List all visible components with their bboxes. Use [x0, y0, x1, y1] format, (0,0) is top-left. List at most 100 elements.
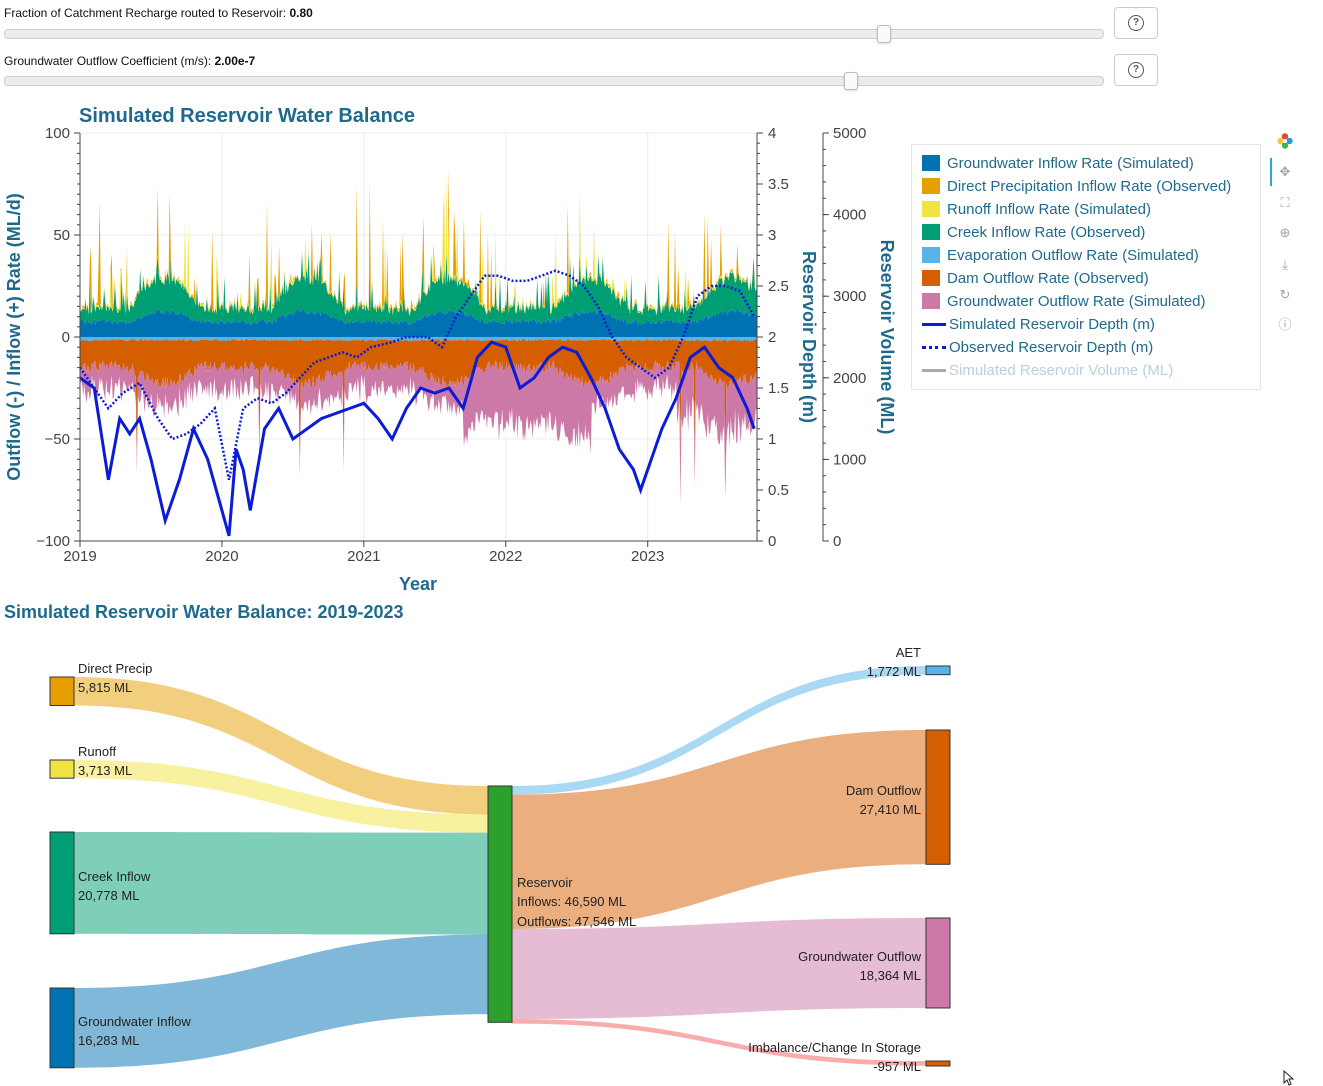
help-icon[interactable]: ⓘ: [1278, 317, 1292, 332]
sankey-target-name: AET: [896, 645, 921, 660]
legend-line-swatch: [922, 322, 946, 326]
sankey-target-value: -957 ML: [873, 1059, 921, 1074]
legend-item[interactable]: Simulated Reservoir Depth (m): [922, 314, 1155, 334]
x-tick-label: 2019: [63, 548, 96, 565]
sankey-source-node[interactable]: [49, 759, 75, 779]
y-tick-label-volume: 5000: [833, 125, 866, 142]
x-axis-label: Year: [399, 574, 437, 594]
legend-label: Groundwater Inflow Rate (Simulated): [947, 154, 1194, 172]
y-tick-label-depth: 1: [768, 431, 776, 448]
x-tick-label: 2022: [489, 548, 522, 565]
y-tick-label-depth: 2: [768, 329, 776, 346]
sankey-reservoir-name: Reservoir: [517, 875, 573, 890]
sankey-reservoir-outflows: Outflows: 47,546 ML: [517, 914, 636, 929]
legend-item[interactable]: Creek Inflow Rate (Observed): [922, 222, 1145, 242]
legend-label: Creek Inflow Rate (Observed): [947, 223, 1146, 241]
sankey-target-node[interactable]: [925, 729, 951, 865]
y-tick-label-depth: 0.5: [768, 482, 789, 499]
area-creek-inflow: [80, 250, 757, 325]
gw-outflow-coefficient-slider[interactable]: [4, 72, 1104, 90]
sankey-source-name: Creek Inflow: [78, 869, 151, 884]
legend-label: Observed Reservoir Depth (m): [949, 338, 1154, 356]
sankey-target-name: Groundwater Outflow: [798, 949, 921, 964]
sankey-title: Simulated Reservoir Water Balance: 2019-…: [4, 602, 404, 622]
active-tool-indicator: [1270, 158, 1272, 186]
recharge-fraction-help-button[interactable]: ?: [1114, 7, 1158, 39]
recharge-fraction-slider-handle[interactable]: [877, 25, 892, 43]
gw-outflow-coefficient-label-text: Groundwater Outflow Coefficient (m/s):: [4, 54, 212, 68]
y-tick-label-depth: 3.5: [768, 176, 789, 193]
y-tick-label-volume: 0: [833, 533, 841, 550]
sankey-source-node[interactable]: [49, 987, 75, 1069]
sankey-reservoir-inflows: Inflows: 46,590 ML: [517, 894, 626, 909]
chart-legend: Groundwater Inflow Rate (Simulated) Direc…: [911, 144, 1261, 390]
legend-item[interactable]: Runoff Inflow Rate (Simulated): [922, 199, 1151, 219]
legend-swatch: [922, 247, 940, 263]
wheel-zoom-icon[interactable]: ⊕: [1279, 225, 1291, 240]
sankey-target-value: 27,410 ML: [860, 802, 921, 817]
sankey-source-value: 3,713 ML: [78, 763, 132, 778]
legend-item[interactable]: Direct Precipitation Inflow Rate (Observ…: [922, 176, 1231, 196]
y-tick-label-depth: 1.5: [768, 380, 789, 397]
gw-outflow-coefficient-label: Groundwater Outflow Coefficient (m/s): 2…: [4, 54, 1104, 68]
bokeh-logo-icon[interactable]: [1276, 132, 1294, 150]
y-tick-label-left: 0: [62, 329, 70, 346]
sankey-source-value: 5,815 ML: [78, 680, 132, 695]
sankey-reservoir-node[interactable]: [487, 785, 513, 1023]
question-circle-icon: ?: [1128, 62, 1144, 78]
water-balance-chart[interactable]: Simulated Reservoir Water Balance 2019 20…: [0, 96, 905, 601]
sankey-source-node[interactable]: [49, 676, 75, 706]
y-tick-label-volume: 1000: [833, 451, 866, 468]
legend-item[interactable]: Dam Outflow Rate (Observed): [922, 268, 1149, 288]
legend-swatch: [922, 293, 940, 309]
legend-swatch: [922, 178, 940, 194]
line-observed-depth: [80, 269, 756, 481]
recharge-fraction-value: 0.80: [289, 6, 313, 20]
area-groundwater-inflow: [80, 308, 757, 337]
sankey-target-name: Dam Outflow: [846, 783, 922, 798]
legend-item[interactable]: Simulated Reservoir Volume (ML): [922, 360, 1173, 380]
legend-item[interactable]: Groundwater Inflow Rate (Simulated): [922, 153, 1194, 173]
sankey-target-node[interactable]: [925, 917, 951, 1009]
y-tick-label-volume: 4000: [833, 207, 866, 224]
legend-label: Evaporation Outflow Rate (Simulated): [947, 246, 1199, 264]
sankey-source-name: Runoff: [78, 744, 116, 759]
legend-item[interactable]: Evaporation Outflow Rate (Simulated): [922, 245, 1199, 265]
gw-outflow-slider-block: Groundwater Outflow Coefficient (m/s): 2…: [4, 54, 1104, 68]
sankey-source-value: 16,283 ML: [78, 1033, 139, 1048]
sankey-target-node[interactable]: [925, 1060, 951, 1067]
chart-axes: 2019 2020 2021 2022 2023100500−50−10043.532.…: [36, 125, 866, 565]
sankey-link-inflow: [74, 760, 488, 833]
pan-icon[interactable]: ✥: [1279, 164, 1291, 179]
sankey-link-outflow: [512, 918, 926, 1019]
legend-line-swatch: [922, 345, 946, 349]
y-axis-label-depth: Reservoir Depth (m): [799, 251, 819, 423]
y-tick-label-depth: 2.5: [768, 278, 789, 295]
legend-line-swatch: [922, 368, 946, 372]
sankey-link-inflow: [74, 934, 488, 1068]
x-tick-label: 2021: [347, 548, 380, 565]
y-tick-label-depth: 3: [768, 227, 776, 244]
legend-item[interactable]: Observed Reservoir Depth (m): [922, 337, 1153, 357]
recharge-fraction-label: Fraction of Catchment Recharge routed to…: [4, 6, 1104, 20]
y-axis-label-left: Outflow (-) / Inflow (+) Rate (ML/d): [4, 193, 24, 480]
sankey-link-inflow: [74, 832, 488, 935]
gw-outflow-coefficient-slider-handle[interactable]: [844, 72, 859, 90]
save-icon[interactable]: ⤓: [1282, 257, 1288, 272]
legend-swatch: [922, 224, 940, 240]
sankey-source-name: Groundwater Inflow: [78, 1014, 191, 1029]
sankey-target-value: 18,364 ML: [860, 968, 921, 983]
y-tick-label-depth: 0: [768, 533, 776, 550]
sankey-target-node[interactable]: [925, 665, 951, 676]
sankey-source-node[interactable]: [49, 831, 75, 935]
legend-label: Dam Outflow Rate (Observed): [947, 269, 1149, 287]
recharge-fraction-slider[interactable]: [4, 25, 1104, 43]
water-balance-sankey[interactable]: Direct Precip 5,815 ML Runoff 3,713 ML Creek…: [0, 640, 1000, 1084]
reset-icon[interactable]: ↻: [1279, 287, 1291, 302]
y-axis-label-volume: Reservoir Volume (ML): [877, 240, 897, 435]
gw-outflow-coefficient-help-button[interactable]: ?: [1114, 54, 1158, 86]
legend-label: Groundwater Outflow Rate (Simulated): [947, 292, 1206, 310]
legend-item[interactable]: Groundwater Outflow Rate (Simulated): [922, 291, 1205, 311]
box-zoom-icon[interactable]: ⛶: [1280, 195, 1290, 210]
depth-lines: [80, 269, 756, 537]
